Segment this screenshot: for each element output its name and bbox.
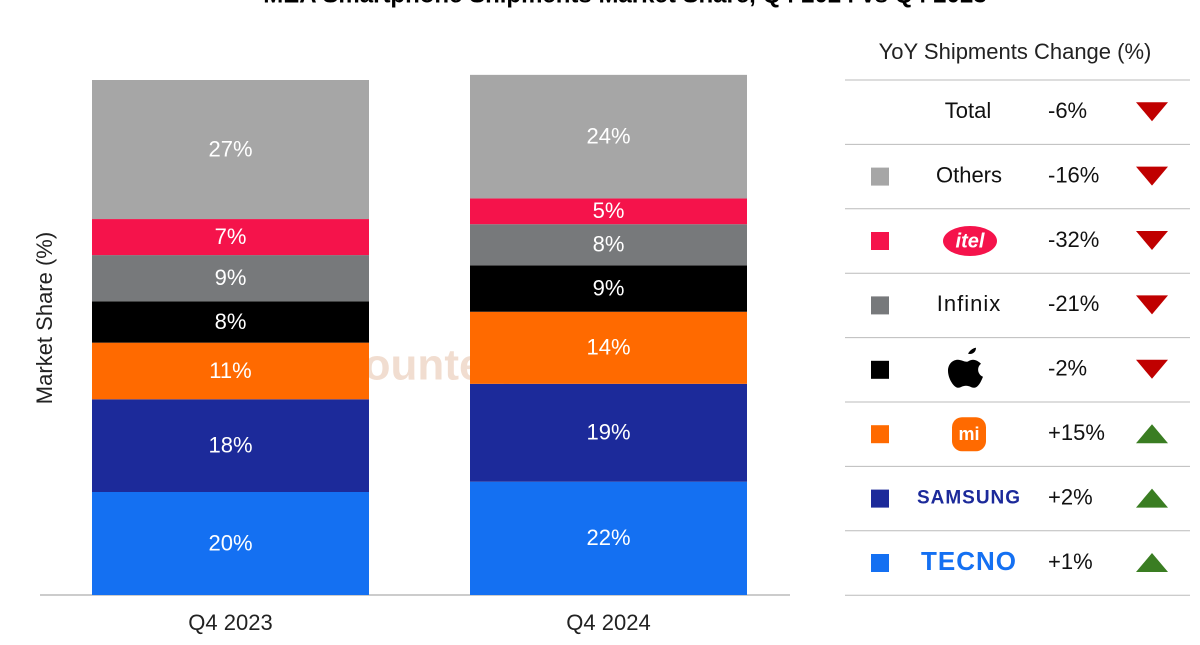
data-label: 9% <box>215 265 247 290</box>
bar-segment <box>470 198 747 225</box>
bar-segment <box>470 224 747 266</box>
itel-logo-bg <box>943 226 997 256</box>
yoy-value: -32% <box>1048 227 1099 252</box>
down-arrow <box>1136 231 1168 250</box>
data-label: 7% <box>215 224 247 249</box>
chart-title: MEA Smartphone Shipments Market Share, Q… <box>263 0 986 8</box>
data-label: 18% <box>208 432 252 457</box>
legend-swatch <box>871 360 889 379</box>
legend-label: Infinix <box>937 291 1001 316</box>
data-label: 8% <box>593 232 625 257</box>
bar-segment <box>470 383 747 482</box>
bar-segment <box>92 301 369 343</box>
apple-logo <box>948 347 983 388</box>
data-label: 14% <box>586 335 630 360</box>
legend-label: SAMSUNG <box>917 488 1021 509</box>
bar-segment <box>92 219 369 256</box>
yoy-value: +2% <box>1048 484 1093 509</box>
legend-swatch <box>871 489 889 508</box>
data-label: 20% <box>208 530 252 555</box>
legend-label: mi <box>958 424 979 444</box>
yoy-value: -2% <box>1048 356 1087 381</box>
down-arrow <box>1136 102 1168 122</box>
legend-swatch <box>871 167 889 186</box>
down-arrow <box>1136 166 1168 186</box>
yoy-value: -16% <box>1048 162 1099 187</box>
data-label: 22% <box>586 525 630 550</box>
data-label: 24% <box>586 123 630 148</box>
x-tick-label: Q4 2023 <box>188 610 272 635</box>
up-arrow <box>1136 553 1168 572</box>
table-title: YoY Shipments Change (%) <box>879 39 1152 64</box>
data-label: 27% <box>208 136 252 161</box>
yoy-value: -21% <box>1048 291 1099 316</box>
bar-segment <box>92 492 369 595</box>
legend-swatch <box>871 296 889 315</box>
data-label: 11% <box>209 358 251 383</box>
legend-swatch <box>871 554 889 572</box>
row-label: Total <box>945 98 991 123</box>
data-label: 5% <box>593 198 625 223</box>
mi-logo-bg <box>952 417 986 452</box>
up-arrow <box>1136 488 1168 508</box>
legend-swatch <box>871 232 889 250</box>
legend-label: Others <box>936 162 1002 187</box>
bar-segment <box>92 255 369 302</box>
x-tick-label: Q4 2024 <box>566 610 650 635</box>
down-arrow <box>1136 295 1168 315</box>
bar-segment <box>470 265 747 312</box>
bar-segment <box>92 342 369 400</box>
yoy-value: +1% <box>1048 549 1093 574</box>
yoy-value: +15% <box>1048 420 1105 445</box>
down-arrow <box>1136 359 1168 379</box>
legend-label: itel <box>956 230 985 252</box>
data-label: 19% <box>586 420 630 445</box>
bar-segment <box>470 481 747 595</box>
bar-segment <box>92 399 369 492</box>
data-label: 8% <box>215 309 247 334</box>
y-axis-label: Market Share (%) <box>32 232 57 404</box>
data-label: 9% <box>593 275 625 300</box>
bar-segment <box>470 311 747 384</box>
legend-swatch <box>871 425 889 444</box>
yoy-value: -6% <box>1048 98 1087 123</box>
bar-segment <box>92 80 369 220</box>
up-arrow <box>1136 424 1168 444</box>
bar-segment <box>470 74 747 199</box>
legend-label: TECNO <box>921 546 1017 576</box>
